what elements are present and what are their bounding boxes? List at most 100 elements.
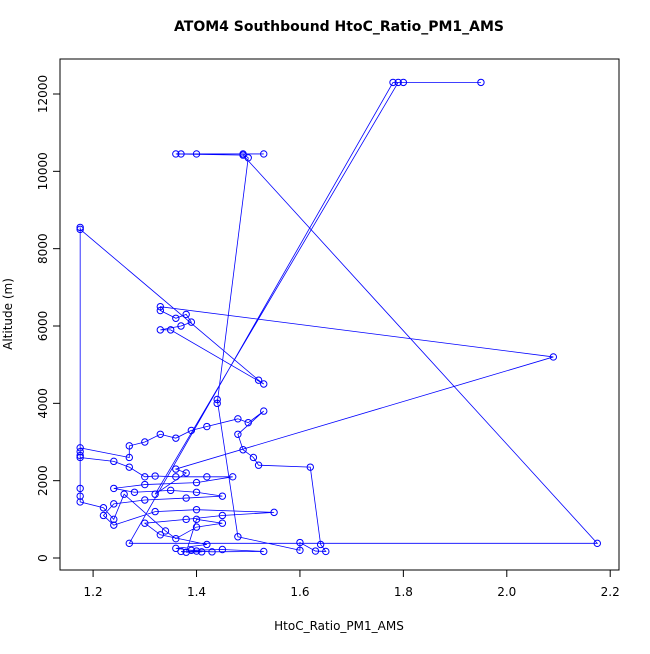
point [166, 486, 175, 495]
x-tick-label: 1.8 [394, 585, 413, 599]
x-tick-label: 2.2 [601, 585, 620, 599]
point [125, 453, 133, 462]
point [192, 523, 201, 531]
point [192, 488, 201, 496]
point [234, 415, 242, 423]
point [182, 469, 190, 477]
point [239, 151, 247, 159]
point [76, 223, 84, 232]
x-tick-label: 2.0 [497, 585, 516, 599]
point [229, 473, 237, 481]
point [296, 546, 304, 554]
series-line [79, 81, 599, 553]
point [125, 463, 133, 471]
point [389, 78, 397, 87]
x-axis-label: HtoC_Ratio_PM1_AMS [274, 619, 404, 633]
point [260, 547, 268, 556]
point [306, 463, 314, 471]
point [172, 544, 180, 553]
point [110, 457, 118, 466]
point [130, 488, 139, 496]
y-tick-label: 8000 [36, 233, 50, 264]
point [218, 511, 227, 520]
point [311, 547, 320, 555]
point [141, 519, 149, 527]
point [141, 473, 149, 481]
y-tick-label: 2000 [36, 465, 50, 496]
point [477, 78, 485, 87]
point [549, 353, 558, 361]
point [593, 539, 601, 548]
y-tick-label: 6000 [36, 311, 50, 342]
point [208, 548, 216, 556]
point [187, 426, 196, 435]
point [218, 545, 227, 554]
y-axis-label: Altitude (m) [1, 278, 15, 350]
point [110, 515, 118, 524]
point [110, 484, 118, 493]
point [151, 490, 159, 498]
point [296, 538, 304, 547]
point [239, 446, 247, 454]
point [76, 447, 84, 456]
point [322, 547, 330, 556]
point [156, 302, 165, 311]
y-tick-label: 0 [36, 554, 50, 562]
point [213, 399, 221, 408]
point [151, 472, 159, 480]
point [260, 407, 268, 415]
point [254, 461, 263, 469]
point [76, 453, 84, 462]
point [120, 490, 128, 498]
point [192, 150, 201, 158]
point [399, 78, 408, 87]
point [192, 478, 201, 487]
point [197, 548, 206, 556]
point [151, 507, 159, 516]
y-tick-label: 12000 [36, 75, 50, 113]
point [172, 534, 180, 543]
point [182, 310, 190, 319]
point [234, 533, 242, 541]
point [76, 444, 84, 452]
point [99, 511, 108, 520]
point [156, 531, 165, 539]
point [141, 480, 149, 489]
point [166, 326, 175, 334]
point [172, 150, 180, 158]
x-tick-label: 1.6 [290, 585, 309, 599]
chart-title: ATOM4 Southbound HtoC_Ratio_PM1_AMS [174, 19, 504, 35]
point [125, 539, 133, 548]
point [203, 422, 211, 431]
point [249, 453, 258, 462]
point [213, 395, 221, 404]
point [172, 473, 180, 481]
x-tick-label: 1.4 [187, 585, 206, 599]
point [76, 451, 84, 460]
point [177, 322, 185, 330]
point [192, 515, 201, 524]
point [187, 318, 196, 326]
point [234, 430, 242, 438]
point [244, 418, 252, 427]
point [76, 498, 84, 506]
point [192, 547, 201, 555]
point [172, 314, 180, 322]
point [156, 430, 165, 438]
point [316, 540, 325, 549]
point [125, 442, 133, 450]
point [254, 376, 263, 384]
x-tick-label: 1.2 [84, 585, 103, 599]
point [203, 473, 211, 481]
point [76, 225, 84, 234]
point [76, 492, 84, 500]
point [182, 548, 190, 556]
point [172, 465, 180, 473]
point [172, 434, 180, 442]
point [394, 78, 402, 87]
point [192, 505, 201, 514]
y-tick-label: 10000 [36, 152, 50, 190]
point [182, 494, 190, 502]
point [260, 150, 268, 158]
